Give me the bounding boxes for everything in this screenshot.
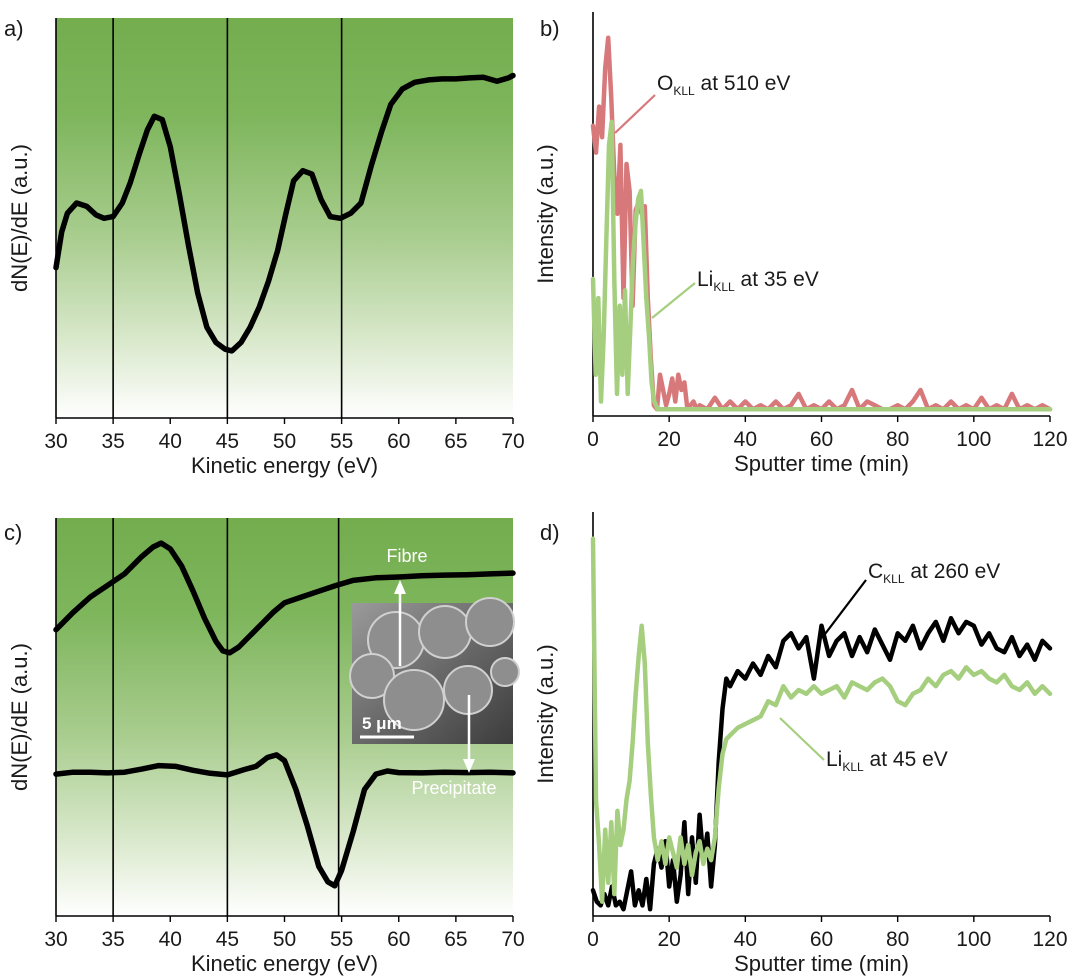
x-tick-label: 60 xyxy=(387,430,410,453)
annotation-subscript: KLL xyxy=(883,572,905,586)
series-line xyxy=(53,72,516,354)
x-tick-label: 120 xyxy=(1032,428,1067,451)
panel-d: 0 20 40 60 80 100 120 Sputter time (min) Intensi… xyxy=(533,512,1068,976)
y-axis-label: dN(E)/dE (a.u.) xyxy=(7,144,32,292)
series-line xyxy=(590,615,1053,912)
x-tick-label: 45 xyxy=(216,928,239,951)
annotation-label: LiKLL at 35 eV xyxy=(697,268,819,294)
annotation-subscript: KLL xyxy=(842,760,864,774)
fibre-arrowhead xyxy=(394,580,406,594)
annotation-leader xyxy=(779,717,825,761)
x-tick-label: 35 xyxy=(101,430,124,453)
x-tick-label: 55 xyxy=(330,430,353,453)
x-axis-label: Kinetic energy (eV) xyxy=(191,951,378,976)
x-tick-label: 120 xyxy=(1032,928,1067,951)
annotation-rest: at 260 eV xyxy=(905,560,1001,583)
series-line xyxy=(590,119,1053,412)
x-tick-label: 60 xyxy=(810,428,833,451)
annotation-subscript: KLL xyxy=(713,280,735,294)
panel-letter: c) xyxy=(4,520,22,545)
scale-bar-label: 5 μm xyxy=(362,714,402,733)
x-tick-label: 35 xyxy=(101,928,124,951)
x-tick-label: 80 xyxy=(886,428,909,451)
x-axis-label: Kinetic energy (eV) xyxy=(191,453,378,478)
x-tick-label: 50 xyxy=(273,928,296,951)
precipitate-arrowhead xyxy=(463,759,475,773)
annotation-rest: at 35 eV xyxy=(735,268,819,291)
x-tick-label: 40 xyxy=(159,430,182,453)
annotation-base: Li xyxy=(826,748,842,771)
annotation-rest: at 510 eV xyxy=(695,72,791,95)
x-tick-label: 70 xyxy=(501,430,524,453)
panel-c: 30 35 40 45 50 55 60 65 70 Kinetic energy (eV) dN(… xyxy=(4,518,525,976)
panel-b: 0 20 40 60 80 100 120 Sputter time (min) Intensi… xyxy=(533,12,1068,476)
annotation-base: O xyxy=(657,72,673,95)
x-tick-label: 30 xyxy=(44,928,67,951)
x-tick-label: 65 xyxy=(444,928,467,951)
fibre-cross-section xyxy=(383,669,445,731)
x-tick-label: 80 xyxy=(886,928,909,951)
x-axis-label: Sputter time (min) xyxy=(734,951,909,976)
x-tick-label: 40 xyxy=(159,928,182,951)
annotation-base: C xyxy=(868,560,883,583)
panel-a: 30 35 40 45 50 55 60 65 70 Kinetic energy (eV) dN(… xyxy=(4,16,525,478)
panel-letter: d) xyxy=(540,520,560,545)
x-tick-label: 0 xyxy=(587,428,599,451)
annotation-label: CKLL at 260 eV xyxy=(868,560,1000,586)
x-tick-label: 45 xyxy=(216,430,239,453)
inset-precipitate-label: Precipitate xyxy=(411,778,496,798)
x-tick-label: 50 xyxy=(273,430,296,453)
series-line xyxy=(53,752,516,889)
series-line xyxy=(590,536,1053,904)
x-tick-label: 40 xyxy=(734,428,757,451)
annotation-rest: at 45 eV xyxy=(864,748,948,771)
x-tick-label: 0 xyxy=(587,928,599,951)
fibre-cross-section xyxy=(490,657,520,687)
panel-letter: a) xyxy=(4,16,24,41)
x-tick-label: 30 xyxy=(44,430,67,453)
y-axis-label: Intensity (a.u.) xyxy=(533,644,558,783)
fibre-cross-section xyxy=(418,605,472,659)
annotation-label: OKLL at 510 eV xyxy=(657,72,790,98)
annotation-leader xyxy=(651,282,696,319)
series-line xyxy=(53,540,516,656)
y-axis-label: Intensity (a.u.) xyxy=(533,144,558,283)
x-tick-label: 100 xyxy=(956,428,991,451)
x-tick-label: 60 xyxy=(387,928,410,951)
fibre-cross-section xyxy=(349,653,395,699)
sem-inset: 5 μm Fibre Precipitate xyxy=(349,546,520,798)
x-tick-label: 20 xyxy=(657,428,680,451)
annotation-leader xyxy=(614,94,656,134)
x-tick-label: 40 xyxy=(734,928,757,951)
annotation-label: LiKLL at 45 eV xyxy=(826,748,948,774)
x-axis-label: Sputter time (min) xyxy=(734,451,909,476)
annotation-base: Li xyxy=(697,268,713,291)
annotation-leader xyxy=(821,579,867,639)
x-tick-label: 65 xyxy=(444,430,467,453)
annotation-subscript: KLL xyxy=(673,84,695,98)
inset-fibre-label: Fibre xyxy=(386,546,427,566)
fibre-cross-section xyxy=(465,597,515,647)
y-axis-label: dN(E)/dE (a.u.) xyxy=(7,643,32,791)
x-tick-label: 20 xyxy=(657,928,680,951)
x-tick-label: 100 xyxy=(956,928,991,951)
x-tick-label: 55 xyxy=(330,928,353,951)
panel-letter: b) xyxy=(540,16,560,41)
x-tick-label: 70 xyxy=(501,928,524,951)
x-tick-label: 60 xyxy=(810,928,833,951)
